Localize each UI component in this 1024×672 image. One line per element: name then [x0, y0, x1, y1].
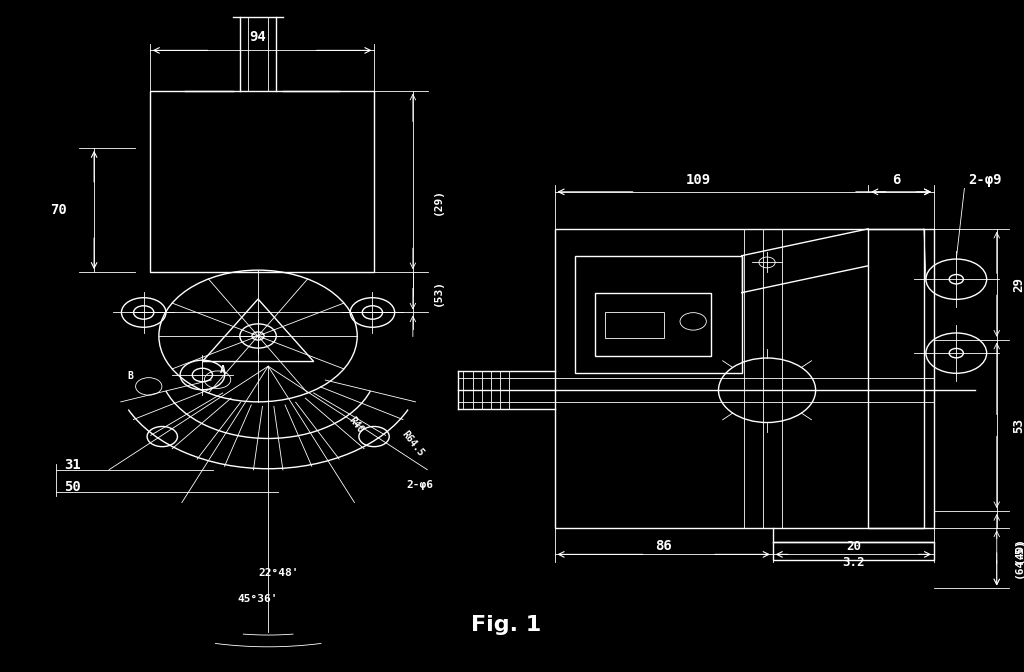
Text: 109: 109: [686, 173, 712, 187]
Text: 86: 86: [655, 540, 672, 553]
Text: 22°48': 22°48': [258, 568, 299, 577]
Bar: [773, 542, 934, 560]
Text: 94: 94: [250, 30, 266, 44]
Text: R64.5: R64.5: [400, 429, 426, 458]
Text: (53): (53): [433, 279, 443, 306]
Text: (29): (29): [433, 188, 443, 215]
Text: 2-φ6: 2-φ6: [407, 480, 433, 490]
Bar: [574, 256, 741, 374]
Text: (40): (40): [1014, 536, 1024, 563]
Bar: [555, 229, 934, 528]
Text: 70: 70: [50, 203, 67, 216]
Text: 6: 6: [892, 173, 900, 187]
Bar: [868, 229, 924, 528]
Text: B: B: [128, 372, 133, 381]
Text: 31: 31: [65, 458, 81, 472]
Bar: [605, 312, 664, 337]
Text: 29: 29: [1013, 277, 1024, 292]
Text: R40: R40: [347, 415, 366, 435]
Text: Fig. 1: Fig. 1: [471, 615, 541, 635]
Text: 53: 53: [1013, 418, 1024, 433]
Text: 50: 50: [65, 480, 81, 493]
Text: 45°36': 45°36': [238, 595, 279, 604]
Text: 3.2: 3.2: [842, 556, 864, 569]
Text: 20: 20: [846, 540, 861, 553]
Text: 2-φ9: 2-φ9: [968, 173, 1001, 187]
Bar: [595, 293, 712, 356]
Bar: [150, 91, 375, 272]
Text: A: A: [220, 365, 225, 374]
Text: (64.5): (64.5): [1014, 538, 1024, 578]
